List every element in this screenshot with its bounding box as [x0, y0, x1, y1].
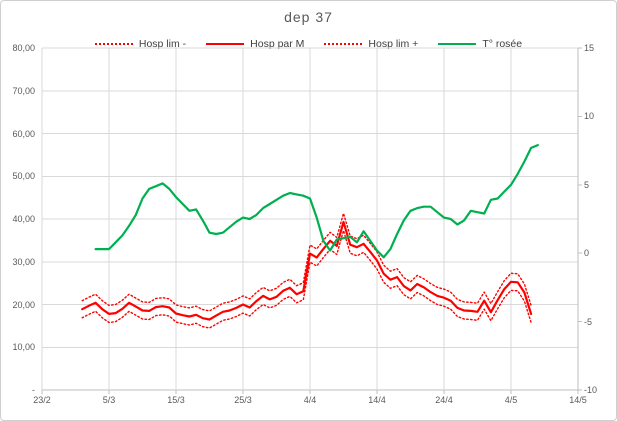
y-axis-left-tick-label: 50,00	[12, 171, 35, 182]
y-axis-left-tick-label: 70,00	[12, 85, 35, 96]
y-axis-left-tick-label: 60,00	[12, 128, 35, 139]
x-axis-tick-label: 14/4	[368, 395, 386, 405]
series-hosp-lim-	[81, 229, 532, 329]
x-axis-tick-label: 15/3	[167, 395, 185, 405]
legend-item-hosp-par-m[interactable]: Hosp par M	[206, 38, 304, 50]
y-axis-right-tick-label: 15	[584, 43, 595, 53]
series-hosp-lim-	[81, 212, 532, 312]
y-axis-right-tick-label: 5	[584, 179, 590, 190]
legend-label: Hosp lim -	[138, 38, 187, 50]
legend-label: Hosp lim +	[368, 38, 419, 50]
solid-line-icon	[206, 43, 245, 45]
y-axis-right-tick-label: 0	[584, 248, 590, 259]
legend: Hosp lim - Hosp par M Hosp lim + T° rosé…	[1, 38, 616, 50]
legend-label: T° rosée	[482, 38, 523, 50]
y-axis-right-tick-label: 10	[584, 111, 595, 122]
y-axis-left-tick-label: 40,00	[12, 214, 35, 224]
legend-item-hosp-lim-minus[interactable]: Hosp lim -	[94, 38, 187, 50]
series-t-ros-e	[94, 144, 539, 259]
x-axis-tick-label: 4/5	[504, 395, 518, 405]
y-axis-left-tick-label: 10,00	[12, 342, 35, 353]
x-axis-tick-label: 14/5	[569, 395, 587, 405]
y-axis-left-tick-label: 30,00	[12, 256, 35, 267]
x-axis-tick-label: 24/4	[435, 395, 453, 405]
x-axis-tick-label: 25/3	[234, 395, 252, 405]
dotted-line-icon	[94, 43, 133, 45]
series-hosp-par-m	[81, 220, 533, 321]
y-axis-left-tick-label: 20,00	[12, 299, 35, 310]
legend-item-hosp-lim-plus[interactable]: Hosp lim +	[324, 38, 418, 50]
x-axis-tick-label: 4/4	[303, 395, 317, 405]
dotted-line-icon	[324, 43, 363, 45]
chart-title: dep 37	[284, 9, 333, 25]
y-axis-left-tick-label: 80,00	[12, 43, 35, 53]
solid-line-icon	[438, 43, 477, 45]
y-axis-right-tick-label: -5	[584, 316, 593, 327]
y-axis-left-tick-label: -	[32, 385, 35, 395]
legend-label: Hosp par M	[250, 38, 305, 50]
legend-item-t-rosee[interactable]: T° rosée	[438, 38, 522, 50]
x-axis-tick-label: 5/3	[102, 395, 116, 405]
x-axis-tick-label: 23/2	[33, 395, 51, 405]
y-axis-right-tick-label: -10	[584, 385, 598, 395]
